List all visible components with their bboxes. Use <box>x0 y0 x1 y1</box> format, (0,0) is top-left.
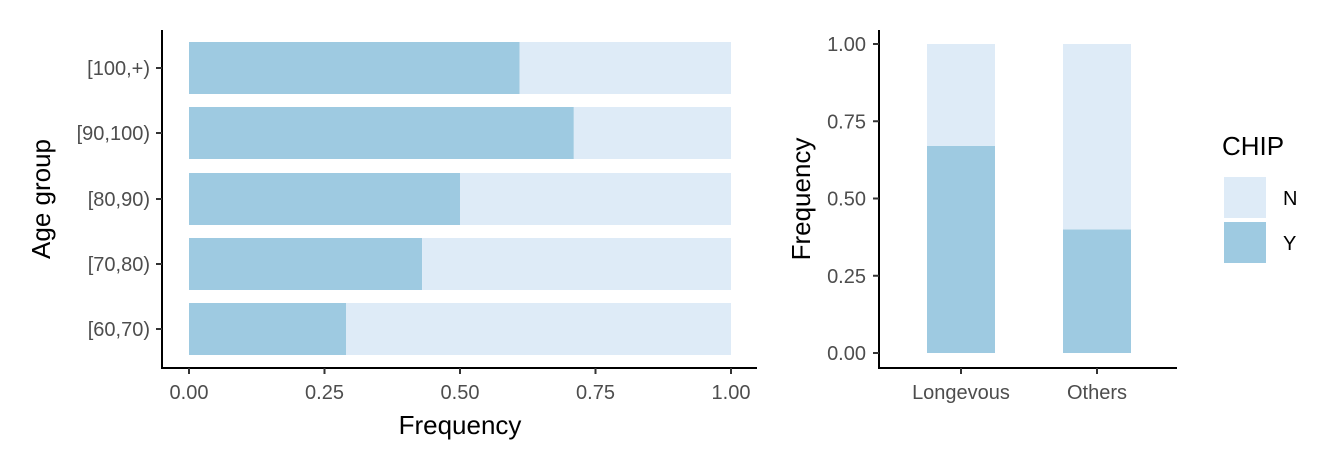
group-chart: 0.00 0.25 0.50 0.75 1.00 Longevous Others Fre… <box>786 30 1177 404</box>
left-x-ticks: 0.00 0.25 0.50 0.75 1.00 <box>170 368 751 404</box>
x-tick-label: 0.25 <box>305 382 344 404</box>
left-y-ticks: [60,70) [70,80) [80,90) [90,100) [100,+) <box>77 58 162 341</box>
group-bars <box>927 44 1131 353</box>
x-tick-label: Longevous <box>912 382 1010 404</box>
legend-swatch-n <box>1224 177 1266 218</box>
bar-longevous-n <box>927 44 995 146</box>
bar-100-n <box>519 42 731 94</box>
y-tick-label: [100,+) <box>87 58 150 80</box>
x-tick-label: 0.50 <box>441 382 480 404</box>
bar-longevous-y <box>927 145 995 353</box>
bar-70-80-y <box>189 238 423 290</box>
y-tick-label: 0.75 <box>827 111 866 133</box>
bar-100-y <box>189 42 520 94</box>
bar-others-y <box>1063 229 1131 353</box>
x-tick-label: 0.75 <box>576 382 615 404</box>
x-tick-label: Others <box>1067 382 1127 404</box>
y-tick-label: [90,100) <box>77 123 150 145</box>
y-tick-label: 0.25 <box>827 266 866 288</box>
y-tick-label: 0.50 <box>827 189 866 211</box>
y-tick-label: [80,90) <box>88 189 150 211</box>
y-tick-label: 0.00 <box>827 343 866 365</box>
y-tick-label: 1.00 <box>827 34 866 56</box>
left-x-axis-title: Frequency <box>399 410 522 440</box>
bar-80-90-n <box>460 173 731 225</box>
bar-others-n <box>1063 44 1131 230</box>
legend-label-n: N <box>1283 188 1297 210</box>
legend-items: NY <box>1224 177 1297 263</box>
age-group-chart: [60,70) [70,80) [80,90) [90,100) [100,+) 0.0… <box>26 30 757 440</box>
left-y-axis-title: Age group <box>26 139 56 259</box>
legend-label-y: Y <box>1283 233 1296 255</box>
right-x-ticks: Longevous Others <box>912 368 1127 404</box>
right-y-ticks: 0.00 0.25 0.50 0.75 1.00 <box>827 34 879 365</box>
right-axes <box>878 30 1177 369</box>
bar-60-70-n <box>346 303 731 355</box>
x-tick-label: 0.00 <box>170 382 209 404</box>
left-axes <box>161 30 757 369</box>
right-y-axis-title: Frequency <box>786 138 816 261</box>
bar-60-70-y <box>189 303 347 355</box>
legend-title: CHIP <box>1222 131 1284 161</box>
y-tick-label: [60,70) <box>88 319 150 341</box>
x-tick-label: 1.00 <box>712 382 751 404</box>
age-group-bars <box>189 42 731 355</box>
bar-90-100-y <box>189 107 574 159</box>
legend: CHIP NY <box>1222 131 1297 263</box>
y-tick-label: [70,80) <box>88 254 150 276</box>
bar-90-100-n <box>573 107 731 159</box>
legend-swatch-y <box>1224 222 1266 263</box>
bar-70-80-n <box>422 238 731 290</box>
bar-80-90-y <box>189 173 460 225</box>
